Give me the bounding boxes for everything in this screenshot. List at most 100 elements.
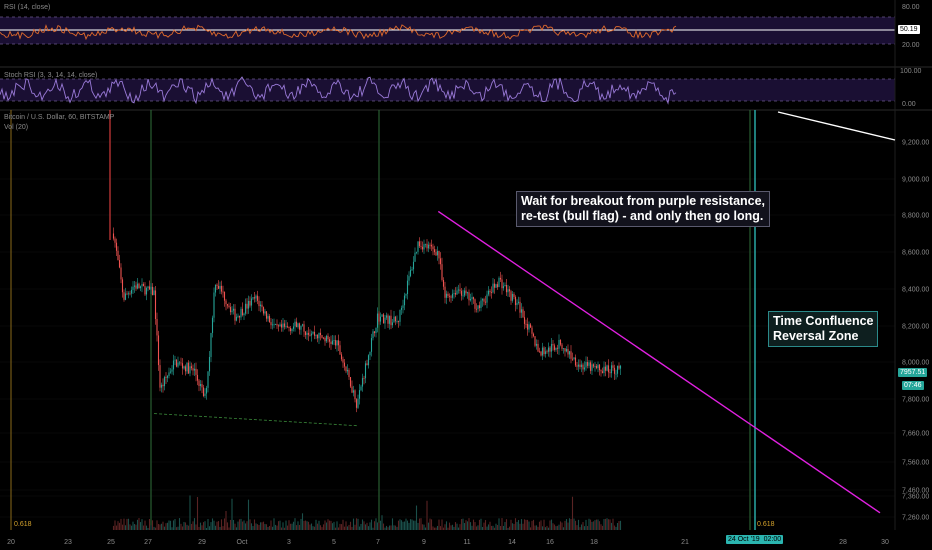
volume-bar: [594, 520, 596, 530]
candle-body: [219, 285, 221, 289]
candle-body: [292, 326, 295, 329]
volume-bar: [423, 524, 425, 530]
volume-bar: [429, 518, 431, 530]
volume-bar: [366, 522, 368, 530]
volume-bar: [441, 519, 443, 530]
candle-body: [442, 279, 445, 287]
price-tick: 7,560.00: [902, 460, 929, 467]
candle-body: [388, 315, 391, 324]
volume-bar: [130, 525, 133, 530]
volume-bar: [372, 527, 374, 530]
breakout-note-line-2: re-test (bull flag) - and only then go l…: [521, 209, 764, 223]
volume-bar: [436, 525, 439, 530]
volume-bar: [450, 525, 452, 530]
candle-body: [501, 279, 503, 289]
candle-body: [124, 293, 127, 300]
candle-body: [247, 300, 250, 309]
volume-bar: [466, 521, 469, 530]
volume-bar: [151, 520, 154, 530]
price-tick: 8,200.00: [902, 324, 929, 331]
candle-body: [576, 365, 578, 367]
volume-bar: [187, 525, 190, 530]
candle-body: [252, 297, 254, 299]
candle-body: [453, 293, 455, 294]
volume-bar: [238, 519, 241, 530]
volume-bar: [378, 522, 380, 530]
volume-bar: [444, 524, 446, 530]
candle-body: [567, 348, 569, 355]
candle-body: [192, 368, 194, 371]
time-tick: 29: [198, 539, 206, 546]
volume-bar: [163, 526, 166, 530]
candle-body: [121, 279, 124, 293]
candle-body: [504, 285, 506, 287]
volume-bar: [442, 527, 445, 530]
candle-body: [411, 269, 413, 271]
volume-bar: [148, 518, 151, 530]
candle-body: [580, 364, 583, 368]
candle-body: [415, 251, 418, 253]
candle-body: [579, 364, 581, 368]
volume-bar: [396, 526, 398, 530]
price-tick: 9,200.00: [902, 140, 929, 147]
candle-body: [189, 366, 191, 374]
candle-body: [373, 331, 376, 334]
candle-body: [297, 323, 299, 328]
volume-bar: [232, 519, 235, 530]
volume-bar: [373, 521, 376, 530]
candle-body: [586, 362, 589, 366]
time-tick: 7: [376, 539, 380, 546]
candle-body: [274, 324, 277, 325]
candle-body: [609, 372, 611, 374]
candle-body: [246, 303, 248, 309]
candle-body: [495, 284, 497, 288]
volume-bar: [180, 523, 182, 530]
volume-bar: [307, 521, 310, 530]
reversal-zone-line-1: Time Confluence: [773, 314, 874, 328]
volume-bar: [268, 525, 271, 530]
volume-bar: [223, 518, 226, 530]
volume-bar: [319, 525, 322, 530]
price-tick: 8,400.00: [902, 287, 929, 294]
vertical-markers: [10, 110, 756, 530]
candle-body: [331, 340, 334, 345]
volume-bar: [339, 523, 341, 530]
volume-bar: [243, 520, 245, 530]
candle-body: [178, 362, 181, 364]
candle-body: [267, 316, 269, 319]
volume-bar: [588, 518, 590, 530]
candle-body: [531, 327, 533, 334]
candle-body: [369, 351, 371, 356]
candle-body: [556, 347, 559, 349]
volume-bar: [418, 518, 421, 530]
volume-bar: [454, 522, 457, 530]
candle-body: [273, 324, 275, 326]
volume-bar: [279, 520, 281, 530]
volume-bar: [394, 525, 397, 530]
candle-body: [367, 355, 370, 366]
candle-body: [519, 301, 521, 313]
volume-bar: [225, 510, 227, 530]
price-tick: 8,600.00: [902, 250, 929, 257]
volume-bar: [360, 523, 362, 530]
volume-bar: [468, 518, 470, 530]
time-tick: 23: [64, 539, 72, 546]
candle-body: [577, 364, 580, 367]
volume-bar: [597, 519, 599, 530]
candle-body: [610, 365, 613, 374]
volume-bar: [555, 526, 557, 530]
volume-bar: [514, 518, 517, 530]
volume-bar: [559, 521, 562, 530]
volume-bar: [226, 522, 229, 530]
candle-body: [214, 284, 217, 293]
candle-body: [180, 362, 182, 364]
volume-bar: [405, 518, 407, 530]
volume-bar: [271, 526, 274, 530]
candle-body: [435, 252, 437, 256]
volume-bar: [469, 522, 472, 530]
candle-body: [601, 371, 604, 374]
candle-body: [591, 364, 593, 371]
volume-bar: [193, 518, 196, 530]
candle-body: [552, 344, 554, 346]
